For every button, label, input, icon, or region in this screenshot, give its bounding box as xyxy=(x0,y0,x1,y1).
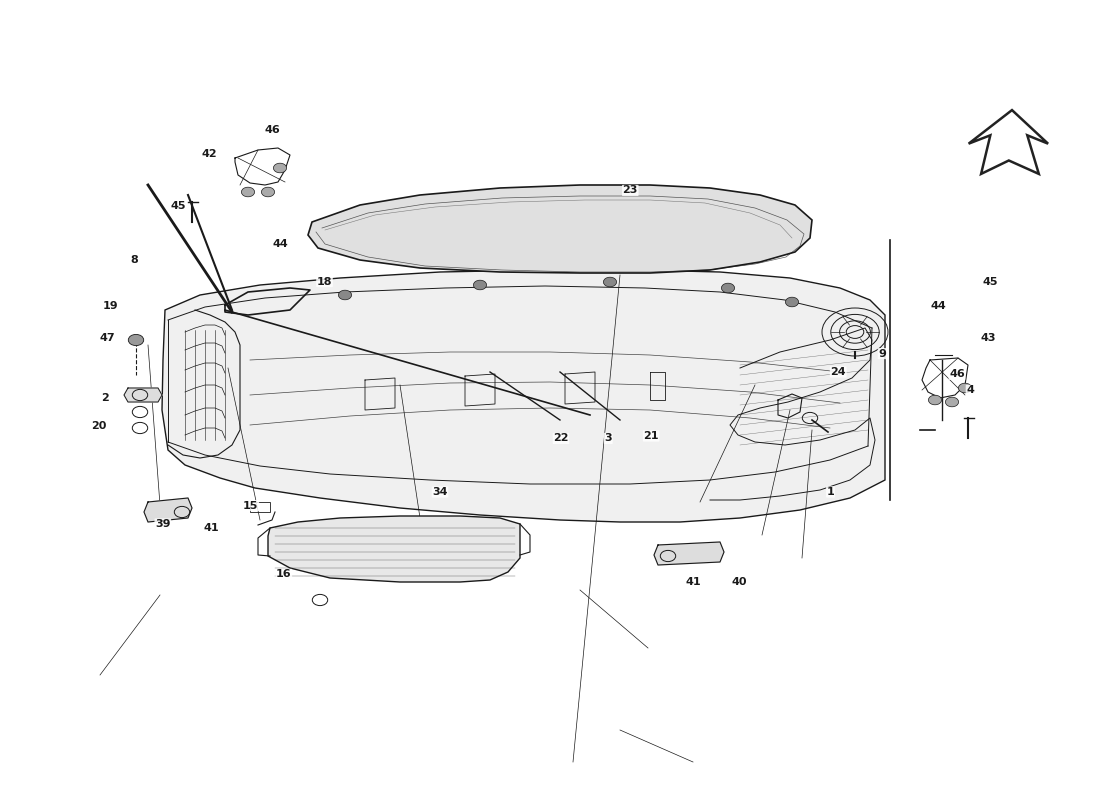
Text: 40: 40 xyxy=(732,578,747,587)
Text: 2: 2 xyxy=(100,394,109,403)
Text: 8: 8 xyxy=(130,255,139,265)
Text: 47: 47 xyxy=(100,333,116,342)
Text: 4: 4 xyxy=(966,386,975,395)
Circle shape xyxy=(785,297,799,306)
Text: 44: 44 xyxy=(273,239,288,249)
Text: 15: 15 xyxy=(243,501,258,510)
Text: 46: 46 xyxy=(265,125,280,134)
Polygon shape xyxy=(162,270,886,522)
Text: 20: 20 xyxy=(91,421,107,430)
Text: 45: 45 xyxy=(170,202,186,211)
Circle shape xyxy=(928,395,942,405)
Text: 41: 41 xyxy=(685,578,701,587)
Circle shape xyxy=(958,383,971,393)
Polygon shape xyxy=(308,185,812,273)
Circle shape xyxy=(945,397,958,406)
Text: 3: 3 xyxy=(605,434,612,443)
Text: 23: 23 xyxy=(623,186,638,195)
Circle shape xyxy=(473,280,486,290)
Circle shape xyxy=(241,187,254,197)
Circle shape xyxy=(129,334,144,346)
Text: 39: 39 xyxy=(155,519,170,529)
Bar xyxy=(250,502,270,512)
Circle shape xyxy=(339,290,352,300)
Text: 43: 43 xyxy=(980,333,996,342)
Text: 24: 24 xyxy=(830,367,846,377)
Polygon shape xyxy=(268,516,520,582)
Circle shape xyxy=(722,283,735,293)
Text: 46: 46 xyxy=(949,370,965,379)
Text: 18: 18 xyxy=(317,277,332,286)
Text: 34: 34 xyxy=(432,487,448,497)
Text: 16: 16 xyxy=(276,570,292,579)
Text: 41: 41 xyxy=(204,523,219,533)
Text: 44: 44 xyxy=(931,301,946,310)
Text: 45: 45 xyxy=(982,277,998,286)
Text: 1: 1 xyxy=(826,487,835,497)
Circle shape xyxy=(262,187,275,197)
Circle shape xyxy=(604,278,617,286)
Polygon shape xyxy=(654,542,724,565)
Polygon shape xyxy=(124,388,162,402)
Text: 19: 19 xyxy=(102,301,118,310)
Polygon shape xyxy=(144,498,192,522)
Circle shape xyxy=(274,163,287,173)
Text: 22: 22 xyxy=(553,434,569,443)
Text: 21: 21 xyxy=(644,431,659,441)
Polygon shape xyxy=(969,110,1048,174)
Text: 42: 42 xyxy=(201,149,217,158)
Text: 9: 9 xyxy=(878,349,887,358)
